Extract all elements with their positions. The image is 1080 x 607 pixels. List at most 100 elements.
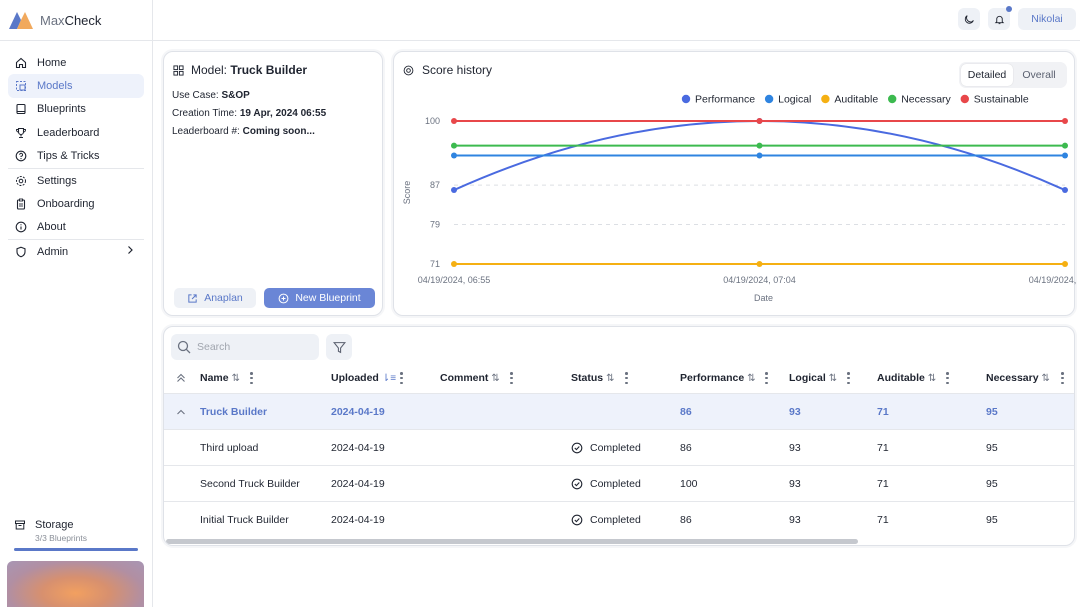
storage-title: Storage	[14, 519, 138, 531]
column-header-status[interactable]: Status ⇅	[571, 372, 615, 384]
sidebar-item-settings[interactable]: Settings	[8, 169, 144, 192]
sidebar-item-models[interactable]: Models	[8, 74, 144, 98]
x-tick-label: 04/19/2024, 10:21	[1029, 275, 1076, 285]
search-input[interactable]: Search	[171, 334, 319, 360]
column-menu-icon[interactable]	[510, 372, 514, 384]
cell-performance: 86	[680, 513, 692, 526]
data-point-necessary	[451, 142, 457, 149]
sidebar-item-label: Onboarding	[37, 198, 95, 211]
user-menu-button[interactable]: Nikolai	[1018, 8, 1076, 30]
model-info: Use Case: S&OP Creation Time: 19 Apr, 20…	[172, 87, 326, 141]
cell-name: Second Truck Builder	[200, 477, 300, 490]
cell-status: Completed	[571, 502, 641, 537]
column-menu-icon[interactable]	[250, 372, 254, 384]
legend-label-auditable: Auditable	[834, 94, 878, 106]
cell-uploaded: 2024-04-19	[331, 441, 385, 454]
nav-divider	[8, 167, 144, 169]
table-row[interactable]: Second Truck Builder 2024-04-19 Complete…	[164, 465, 1074, 501]
data-point-performance	[1062, 187, 1068, 194]
nav-divider	[8, 239, 144, 241]
column-header-comment[interactable]: Comment ⇅	[440, 372, 500, 384]
collapse-group-icon[interactable]	[175, 394, 187, 429]
storage-panel: Storage 3/3 Blueprints	[14, 519, 138, 551]
collapse-all-icon[interactable]	[175, 363, 187, 393]
external-link-icon	[187, 293, 198, 304]
data-point-logical	[1062, 152, 1068, 159]
storage-subtitle: 3/3 Blueprints	[35, 533, 87, 543]
cell-performance: 86	[680, 405, 692, 418]
anaplan-button[interactable]: Anaplan	[174, 288, 256, 308]
toggle-detailed[interactable]: Detailed	[961, 64, 1013, 86]
sort-icon[interactable]: ⇅	[491, 372, 500, 384]
sidebar-item-label: Admin	[37, 245, 69, 258]
column-header-auditable[interactable]: Auditable ⇅	[877, 372, 937, 384]
promo-image[interactable]	[7, 561, 144, 607]
y-tick-label: 71	[430, 259, 440, 269]
sidebar-item-blueprints[interactable]: Blueprints	[8, 98, 144, 121]
cell-status: Completed	[571, 430, 641, 465]
notifications-button[interactable]	[988, 6, 1012, 30]
cell-necessary: 95	[986, 477, 998, 490]
x-axis-label: Date	[754, 293, 773, 303]
legend-marker-auditable	[821, 94, 830, 104]
cell-uploaded: 2024-04-19	[331, 405, 385, 418]
column-header-name[interactable]: Name ⇅	[200, 372, 240, 384]
y-tick-label: 87	[430, 180, 440, 190]
column-menu-icon[interactable]	[1061, 372, 1065, 384]
sidebar-item-home[interactable]: Home	[8, 51, 144, 74]
data-point-sustainable	[1062, 118, 1068, 124]
column-header-logical[interactable]: Logical ⇅	[789, 372, 838, 384]
uploads-table-card: Search Name ⇅ Uploaded ⇂≡ Comment ⇅ Status ⇅…	[163, 326, 1075, 546]
column-header-uploaded[interactable]: Uploaded ⇂≡	[331, 372, 397, 384]
model-name: Truck Builder	[230, 63, 308, 77]
table-header: Name ⇅ Uploaded ⇂≡ Comment ⇅ Status ⇅ Perfor…	[164, 363, 1074, 393]
sort-icon[interactable]: ⇅	[231, 372, 240, 384]
brand[interactable]: MaxCheck	[0, 0, 152, 41]
cell-name: Initial Truck Builder	[200, 513, 289, 526]
home-icon	[14, 56, 28, 70]
sidebar-item-onboarding[interactable]: Onboarding	[8, 192, 144, 215]
data-point-auditable	[1062, 261, 1068, 267]
y-tick-label: 79	[430, 220, 440, 230]
new-blueprint-button[interactable]: New Blueprint	[264, 288, 375, 308]
sort-icon[interactable]: ⇅	[828, 372, 838, 384]
sort-icon[interactable]: ⇅	[747, 372, 756, 384]
horizontal-scrollbar[interactable]	[166, 539, 858, 544]
data-point-performance	[451, 187, 457, 194]
sort-icon[interactable]: ⇅	[927, 372, 937, 384]
column-menu-icon[interactable]	[765, 372, 769, 384]
models-icon	[14, 79, 28, 93]
y-tick-label: 100	[425, 116, 440, 126]
model-title: Model: Truck Builder	[173, 63, 307, 77]
table-row[interactable]: Initial Truck Builder 2024-04-19 Complet…	[164, 501, 1074, 537]
sort-desc-icon[interactable]: ⇂≡	[381, 372, 397, 384]
data-point-auditable	[756, 261, 763, 267]
info-icon	[14, 220, 28, 234]
filter-button[interactable]	[326, 334, 352, 360]
sidebar-item-leaderboard[interactable]: Leaderboard	[8, 121, 144, 144]
cell-status: Completed	[571, 466, 641, 501]
table-row[interactable]: Third upload 2024-04-19 Completed 86 93 …	[164, 429, 1074, 465]
sidebar-item-about[interactable]: About	[8, 216, 144, 239]
column-header-performance[interactable]: Performance ⇅	[680, 372, 756, 384]
x-tick-label: 04/19/2024, 07:04	[723, 275, 796, 285]
column-menu-icon[interactable]	[625, 372, 629, 384]
gear-icon	[14, 174, 28, 188]
x-tick-label: 04/19/2024, 06:55	[418, 275, 491, 285]
column-menu-icon[interactable]	[847, 372, 851, 384]
sort-icon[interactable]: ⇅	[1041, 372, 1050, 384]
sort-icon[interactable]: ⇅	[606, 372, 615, 384]
check-circle-icon	[571, 442, 583, 454]
sidebar-item-tips[interactable]: Tips & Tricks	[8, 145, 144, 168]
column-header-necessary[interactable]: Necessary ⇅	[986, 372, 1050, 384]
toggle-overall[interactable]: Overall	[1022, 69, 1056, 81]
theme-toggle-button[interactable]	[958, 8, 980, 30]
sidebar-item-admin[interactable]: Admin	[8, 240, 144, 263]
column-menu-icon[interactable]	[946, 372, 950, 384]
column-menu-icon[interactable]	[400, 372, 404, 384]
table-group-row[interactable]: Truck Builder 2024-04-19 86 93 71 95	[164, 393, 1074, 429]
shield-icon	[14, 245, 28, 259]
sidebar-item-label: Home	[37, 56, 67, 69]
data-point-auditable	[451, 261, 457, 267]
cell-auditable: 71	[877, 513, 889, 526]
